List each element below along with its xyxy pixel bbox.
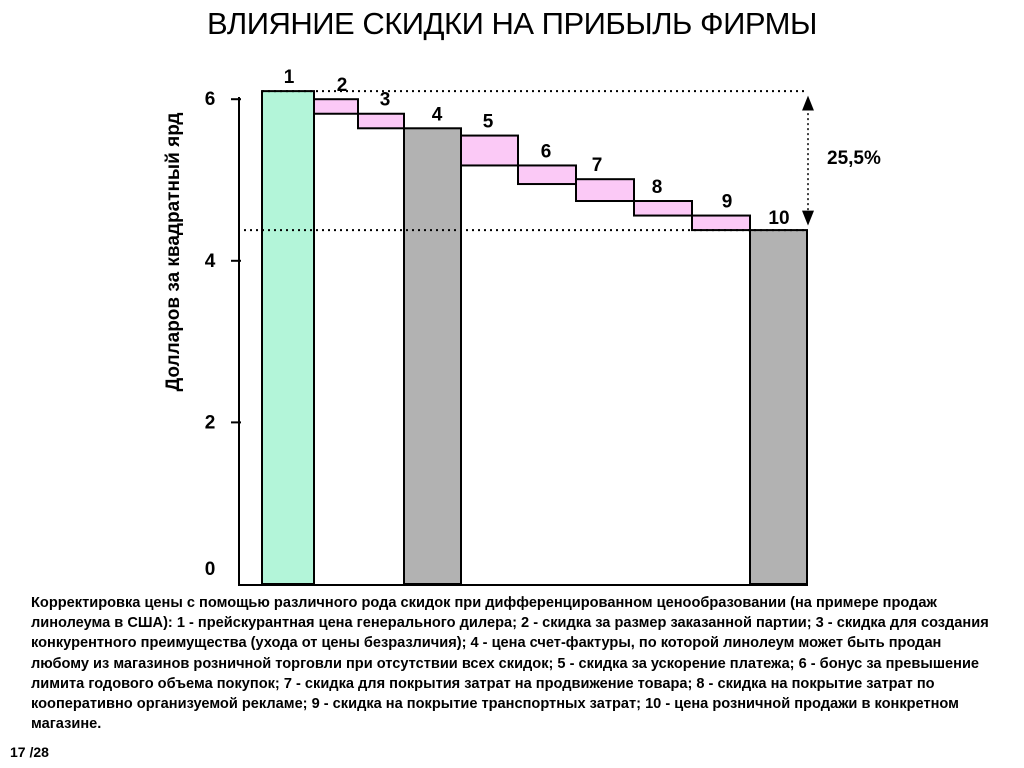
percent-annotation: 25,5% <box>827 148 881 169</box>
bar-9 <box>691 214 751 232</box>
bar-4 <box>403 127 462 585</box>
bar-label-6: 6 <box>541 141 552 162</box>
y-tick-label: 4 <box>205 251 216 272</box>
waterfall-chart: 0 2 4 6 1 2 3 4 5 6 7 8 9 10 Долларов за квадратный … <box>163 67 881 586</box>
bar-label-8: 8 <box>652 177 663 198</box>
y-tick-label: 2 <box>205 412 216 433</box>
chart-bars <box>261 90 808 586</box>
page-number: 17 /28 <box>10 744 49 760</box>
y-axis-label: Долларов за квадратный ярд <box>163 113 184 392</box>
bar-1 <box>261 90 315 586</box>
bar-label-1: 1 <box>284 67 295 88</box>
bar-7 <box>575 178 635 203</box>
bar-label-7: 7 <box>592 155 603 176</box>
y-tick-label: 6 <box>205 89 216 110</box>
bar-label-9: 9 <box>722 192 733 213</box>
bar-2 <box>313 98 359 115</box>
bar-label-3: 3 <box>380 90 391 111</box>
bar-8 <box>633 200 693 217</box>
bar-label-2: 2 <box>337 75 348 96</box>
bar-3 <box>357 112 405 130</box>
slide-title: ВЛИЯНИЕ СКИДКИ НА ПРИБЫЛЬ ФИРМЫ <box>207 6 817 41</box>
bar-label-4: 4 <box>432 104 443 125</box>
chart-caption: Корректировка цены с помощью различного … <box>31 595 989 733</box>
y-tick-label: 0 <box>205 559 216 580</box>
bar-label-10: 10 <box>768 208 789 229</box>
bar-5 <box>460 134 519 167</box>
bar-labels: 1 2 3 4 5 6 7 8 9 10 <box>284 67 790 229</box>
reference-lines <box>238 90 814 232</box>
bar-10 <box>749 229 808 585</box>
bar-6 <box>517 164 577 186</box>
chart-axes: 0 2 4 6 <box>205 89 808 586</box>
bar-label-5: 5 <box>483 112 494 133</box>
